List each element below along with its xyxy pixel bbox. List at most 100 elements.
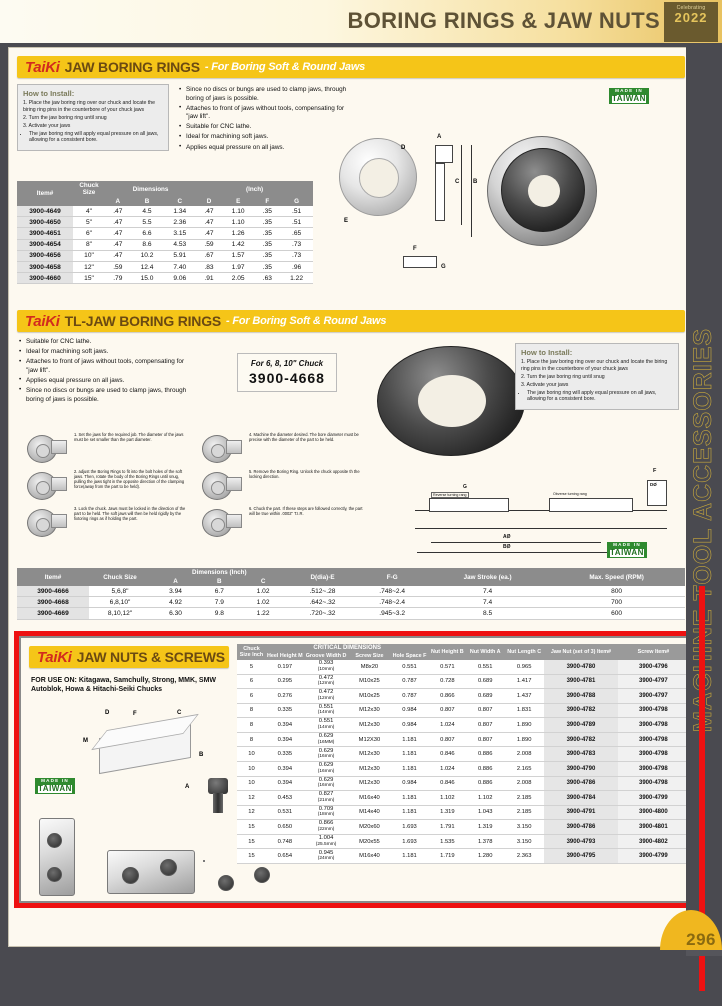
- cell-nut-length: 2.363: [504, 848, 545, 864]
- cell-jaw-nut-item: 3900-4781: [544, 674, 618, 690]
- tech-label-obverse: Obverse turning rang: [553, 492, 587, 496]
- celebrating-year: 2022: [674, 10, 708, 25]
- nut-label-d: D: [105, 710, 110, 716]
- section-title: JAW NUTS & SCREWS: [76, 649, 225, 665]
- col-nut-length: Nut Length C: [504, 644, 545, 660]
- cell-screw-size: M20x60: [348, 819, 391, 835]
- table-header-group: Item# Chuck Size Dimensions (Inch): [17, 181, 313, 206]
- jaw-nut-diagram: D F C M B A: [81, 708, 231, 798]
- chuck-illustration-icon: [23, 432, 71, 466]
- cell-heel-height: 0.748: [265, 834, 304, 850]
- cell-dimension: 5.5: [130, 216, 164, 229]
- howto-step: 2. Turn the jaw boring ring until snug: [521, 373, 605, 380]
- cell-nut-width: 1.319: [466, 819, 505, 835]
- col-g: G: [280, 197, 313, 206]
- cell-chuck-size: 10: [237, 776, 266, 792]
- cell-chuck-size: 15: [237, 834, 266, 850]
- boring-ring-photo: [339, 138, 417, 216]
- cell-chuck-size: 6: [237, 688, 266, 704]
- cell-groove-width: 0.866 (22mm): [303, 819, 349, 835]
- cell-hole-space: 0.787: [390, 674, 429, 690]
- feature-item: Applies equal pressure on all jaws.: [19, 376, 197, 386]
- col-heel-height: Heel Height M: [265, 652, 304, 660]
- cell-dimension: 4.53: [163, 239, 197, 251]
- made-in-taiwan-badge-1: MADE IN TAIWAN: [609, 88, 649, 104]
- col-critical-dimensions: CRITICAL DIMENSIONS: [265, 644, 429, 652]
- installation-steps-grid: 1. Set the jaws for the required job. Th…: [23, 432, 363, 540]
- cell-chuck-size: 12: [237, 790, 266, 806]
- cell-dimension: .79: [105, 272, 131, 285]
- table-header-group: Item# Chuck Size Dimensions (Inch) D(dia…: [17, 568, 685, 586]
- col-f-g: F-G: [357, 568, 427, 586]
- tech-label-d-dia: DØ: [650, 482, 657, 487]
- cell-jaw-nut-item: 3900-4790: [544, 761, 618, 777]
- cell-nut-height: 1.024: [428, 761, 467, 777]
- cell-nut-length: 2.185: [504, 805, 545, 821]
- cell-heel-height: 0.453: [265, 790, 304, 806]
- cell-nut-length: 1.831: [504, 703, 545, 719]
- cell-chuck-size: 4": [73, 206, 105, 218]
- table-row: 10 0.394 0.629 (16mm) M12x30 1.181 1.024 0.886 2…: [237, 761, 689, 777]
- howto-title: How to Install:: [521, 348, 573, 357]
- cell-dimension: 2.36: [163, 216, 197, 229]
- chuck-illustration-icon: [23, 506, 71, 540]
- dim-label-b: B: [473, 179, 478, 185]
- cell-nut-height: 1.024: [428, 717, 467, 733]
- cell-screw-size: M12x30: [348, 776, 391, 792]
- cell-jaw-nut-item: 3900-4784: [544, 790, 618, 806]
- feature-item: Attaches to front of jaws without tools,…: [19, 358, 197, 375]
- cell-dimension: 8.6: [130, 239, 164, 251]
- cell-screw-size: M10x25: [348, 688, 391, 704]
- cell-chuck-size: 12: [237, 805, 266, 821]
- howto-title: How to Install:: [23, 89, 75, 98]
- screw-photo: [207, 778, 229, 818]
- cell-screw-item: 3900-4798: [617, 761, 689, 777]
- cell-heel-height: 0.394: [265, 717, 304, 733]
- cell-hole-space: 1.693: [390, 834, 429, 850]
- cell-dimension: .35: [254, 261, 281, 274]
- table-row: 12 0.531 0.709 (18mm) M14x40 1.181 1.319 1.043 2…: [237, 805, 689, 821]
- callout-part-number: 3900-4668: [249, 370, 325, 386]
- sidebar-red-accent: [699, 586, 705, 991]
- cell-value: .642~.32: [287, 596, 358, 609]
- cell-dimension: 6.6: [130, 227, 164, 240]
- feature-item: Suitable for CNC lathe.: [19, 338, 197, 347]
- page-banner: BORING RINGS & JAW NUTS Celebrating 2022: [0, 0, 722, 43]
- cell-dimension: 1.34: [163, 206, 197, 218]
- section-header-tl-jaw-boring-rings: TaiKi TL-JAW BORING RINGS - For Boring S…: [17, 310, 685, 332]
- col-screw-item: Screw Item#: [617, 644, 689, 660]
- cell-chuck-size: 10": [73, 250, 105, 262]
- cell-value: 9.8: [200, 607, 239, 620]
- nut-label-f: F: [133, 711, 137, 717]
- cell-heel-height: 0.335: [265, 746, 304, 762]
- cell-nut-width: 1.102: [466, 790, 505, 806]
- dim-label-e: E: [344, 218, 349, 224]
- cell-dimension: .59: [105, 261, 131, 274]
- cell-dimension: .51: [280, 206, 313, 218]
- cell-dimension: .96: [280, 261, 313, 274]
- cell-nut-height: 1.319: [428, 805, 467, 821]
- cell-heel-height: 0.197: [265, 660, 304, 675]
- cell-dimension: 1.22: [280, 272, 313, 285]
- section-subtitle: - For Boring Soft & Round Jaws: [204, 61, 366, 73]
- cell-dimension: 1.42: [221, 239, 255, 251]
- cell-dimension: .67: [196, 250, 222, 262]
- col-chuck: Chuck Size: [73, 181, 105, 197]
- cell-value: 700: [548, 596, 685, 609]
- sidebar-skyline-decoration: [686, 950, 722, 956]
- col-d: D: [196, 197, 222, 206]
- cell-dimension: .65: [280, 227, 313, 240]
- table-row: 3900-4651 6" .47 6.6 3.15.47 1.26.35.65: [17, 227, 313, 240]
- table-row: 5 0.197 0.393 (10mm) M8x20 0.551 0.571 0.551 0.9…: [237, 660, 689, 675]
- col-inch: (Inch): [196, 181, 313, 197]
- cell-chuck-size: 5: [237, 660, 266, 675]
- cell-dimension: 2.05: [221, 272, 255, 285]
- cell-screw-size: M10x25: [348, 674, 391, 690]
- nut-label-m: M: [83, 738, 88, 744]
- cell-dimension: 5.91: [163, 250, 197, 262]
- feature-item: Attaches to front of jaws without tools,…: [179, 104, 349, 122]
- cell-groove-width: 0.393 (10mm): [303, 660, 349, 675]
- cell-chuck-size: 15: [237, 819, 266, 835]
- badge-line-2: TAIWAN: [610, 547, 644, 557]
- step-text: 5. Remove the Boring Ring. Unlock the ch…: [249, 469, 360, 480]
